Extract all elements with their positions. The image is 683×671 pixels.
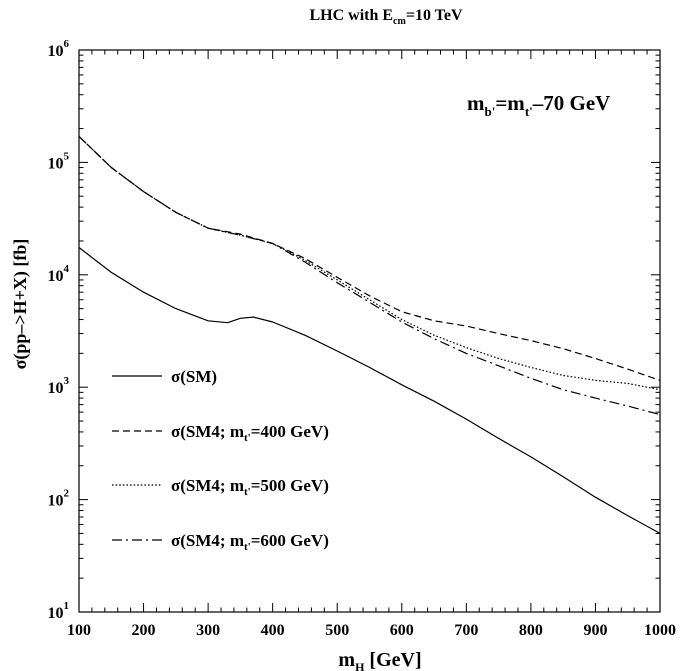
mass-relation-annotation: mb'=mt'–70 GeV — [467, 91, 610, 119]
x-tick-label: 600 — [390, 622, 414, 639]
x-axis-label: mH [GeV] — [338, 649, 421, 671]
y-tick-label: 105 — [48, 150, 70, 172]
plot-frame — [78, 49, 661, 613]
x-tick-label: 500 — [325, 622, 349, 639]
y-tick-label: 104 — [48, 263, 70, 285]
y-tick-label: 101 — [48, 600, 70, 622]
legend-label: σ(SM4; mt'=400 GeV) — [171, 422, 329, 444]
x-tick-label: 200 — [132, 622, 156, 639]
x-tick-label: 1000 — [644, 622, 676, 639]
x-tick-label: 900 — [583, 622, 607, 639]
y-tick-label: 106 — [48, 38, 70, 60]
legend-label: σ(SM) — [171, 367, 217, 386]
series-line-solid — [78, 247, 661, 534]
y-axis-label: σ(pp–>H+X) [fb] — [10, 239, 31, 370]
y-tick-label: 103 — [48, 375, 70, 397]
legend-label: σ(SM4; mt'=500 GeV) — [171, 476, 329, 498]
legend-label: σ(SM4; mt'=600 GeV) — [171, 531, 329, 553]
plot-series — [78, 136, 661, 534]
series-line-dashdot — [78, 136, 661, 416]
y-tick-label: 102 — [48, 488, 70, 510]
x-tick-label: 400 — [261, 622, 285, 639]
chart-title: LHC with Ecm=10 TeV — [309, 7, 462, 27]
series-line-dashed — [78, 136, 661, 381]
legend: σ(SM) σ(SM4; mt'=400 GeV) σ(SM4; mt'=500 G… — [112, 367, 329, 553]
x-tick-label: 700 — [454, 622, 478, 639]
axis-ticks: 100 200 300 400 500 600 700 800 900 1000 101 102 103… — [48, 38, 677, 639]
series-line-dotted — [78, 136, 661, 391]
x-tick-label: 100 — [67, 622, 91, 639]
x-tick-label: 300 — [196, 622, 220, 639]
x-tick-label: 800 — [519, 622, 543, 639]
